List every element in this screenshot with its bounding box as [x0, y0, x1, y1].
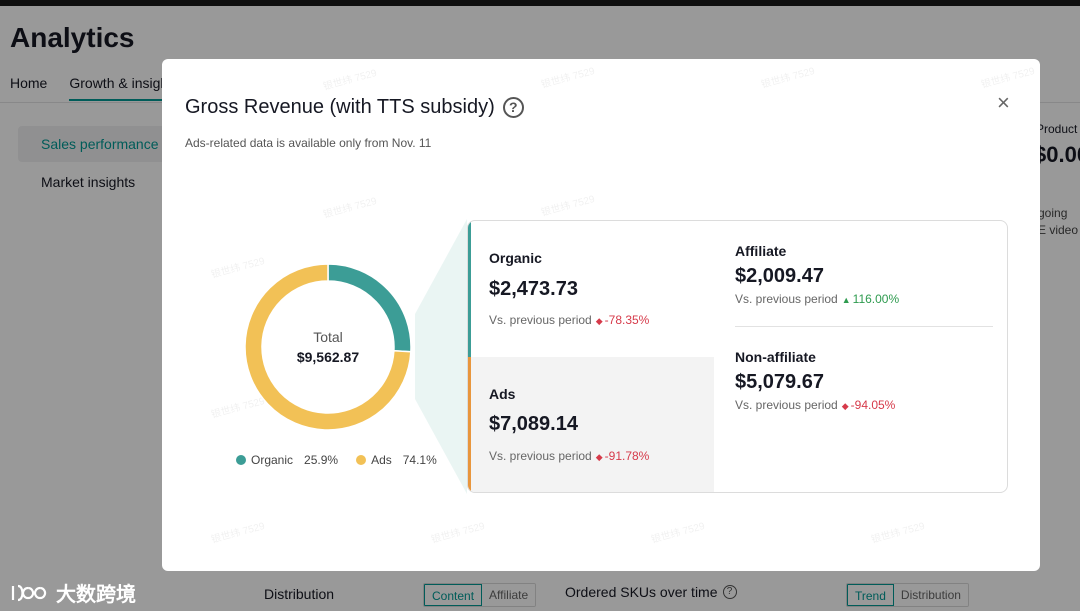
watermark: 银世纬 7529: [650, 520, 707, 546]
donut-total-value: $9,562.87: [296, 349, 360, 365]
organic-value: $2,473.73: [489, 278, 578, 300]
arrow-up-icon: ▲: [841, 295, 851, 305]
watermark: 银世纬 7529: [980, 65, 1037, 91]
donut-slice-ads[interactable]: [245, 264, 411, 430]
product-value: $0.00: [1034, 142, 1080, 167]
question-icon[interactable]: ?: [502, 97, 524, 118]
distribution-toggle-button[interactable]: Distribution: [893, 584, 968, 606]
sidebar: Sales performance Market insights: [18, 126, 178, 202]
help-icon[interactable]: ?: [722, 585, 737, 599]
non-affiliate-vs: Vs. previous period ◆ -94.05%: [735, 398, 895, 412]
affiliate-vs-label: Vs. previous period: [735, 292, 838, 306]
watermark: 银世纬 7529: [430, 520, 487, 546]
legend-item-organic[interactable]: Organic 25.9%: [236, 453, 338, 467]
legend-dot-ads: [356, 455, 367, 465]
watermark: 银世纬 7529: [540, 193, 597, 219]
trend-toggle-button[interactable]: Trend: [847, 584, 894, 606]
legend-label-ads: Ads: [371, 453, 392, 467]
arrow-down-icon: ◆: [595, 452, 603, 462]
chart-legend: Organic 25.9% Ads 74.1%: [236, 453, 437, 467]
revenue-breakdown-panel: Organic $2,473.73 Vs. previous period ◆ -7…: [467, 220, 1008, 493]
legend-label-organic: Organic: [251, 453, 294, 467]
gross-revenue-modal: Gross Revenue (with TTS subsidy) ? × Ads…: [162, 59, 1040, 571]
distribution-title: Distribution: [264, 586, 335, 602]
modal-title: Gross Revenue (with TTS subsidy) ?: [185, 96, 524, 119]
distribution-toggle: Content Affiliate: [423, 583, 537, 607]
ordered-skus-title: Ordered SKUs over time ?: [565, 584, 737, 600]
revenue-donut-chart: [245, 264, 411, 430]
affiliate-value: $2,009.47: [735, 265, 824, 287]
legend-dot-organic: [236, 455, 246, 465]
tab-home[interactable]: Home: [10, 75, 48, 91]
organic-vs-label: Vs. previous period: [489, 313, 592, 327]
legend-item-ads[interactable]: Ads 74.1%: [356, 453, 437, 467]
close-icon[interactable]: ×: [997, 90, 1010, 115]
watermark: 银世纬 7529: [760, 65, 817, 91]
sidebar-item-market-insights[interactable]: Market insights: [41, 174, 136, 190]
ads-value: $7,089.14: [489, 413, 578, 435]
non-affiliate-value: $5,079.67: [735, 371, 824, 393]
watermark: 银世纬 7529: [210, 520, 267, 546]
peek-text-1: going: [1038, 206, 1068, 220]
tab-growth-insights[interactable]: Growth & insights: [69, 75, 180, 101]
chart-connector: [415, 219, 467, 494]
arrow-down-icon: ◆: [841, 401, 849, 411]
affiliate-vs: Vs. previous period ▲ 116.00%: [735, 292, 899, 306]
arrow-down-icon: ◆: [595, 316, 603, 326]
ads-vs: Vs. previous period ◆ -91.78%: [489, 449, 649, 463]
ads-name: Ads: [489, 386, 516, 402]
sidebar-item-sales-performance[interactable]: Sales performance: [18, 126, 178, 162]
brand-logo-icon: [11, 584, 47, 601]
brand-text: 大数跨境: [56, 584, 136, 606]
non-affiliate-name: Non-affiliate: [735, 349, 816, 365]
modal-title-text: Gross Revenue (with TTS subsidy): [185, 96, 495, 118]
organic-card[interactable]: Organic $2,473.73 Vs. previous period ◆ -7…: [468, 221, 714, 357]
non-affiliate-vs-label: Vs. previous period: [735, 398, 838, 412]
affiliate-change: 116.00%: [852, 292, 900, 306]
organic-change: -78.35%: [604, 313, 650, 327]
watermark: 银世纬 7529: [870, 520, 927, 546]
top-tabs: Home Growth & insights: [10, 75, 180, 101]
watermark: 银世纬 7529: [322, 67, 379, 93]
peek-text-2: E video: [1038, 223, 1079, 237]
watermark: 银世纬 7529: [322, 195, 379, 221]
brand-watermark: 大数跨境: [10, 578, 136, 607]
ordered-skus-toggle: Trend Distribution: [846, 583, 969, 607]
ordered-skus-label: Ordered SKUs over time: [565, 584, 718, 600]
organic-name: Organic: [489, 250, 542, 266]
ads-change: -91.78%: [604, 449, 650, 463]
ads-vs-label: Vs. previous period: [489, 449, 592, 463]
breakdown-divider: [735, 326, 993, 327]
legend-pct-ads: 74.1%: [402, 453, 437, 467]
modal-subtitle: Ads-related data is available only from …: [185, 136, 432, 150]
organic-vs: Vs. previous period ◆ -78.35%: [489, 313, 649, 327]
top-bar: [0, 0, 1080, 6]
content-toggle-button[interactable]: Content: [424, 584, 483, 606]
page-title: Analytics: [10, 22, 135, 53]
product-label: Product: [1036, 122, 1078, 136]
non-affiliate-change: -94.05%: [850, 398, 896, 412]
watermark: 银世纬 7529: [540, 65, 597, 91]
affiliate-toggle-button[interactable]: Affiliate: [482, 584, 536, 606]
legend-pct-organic: 25.9%: [304, 453, 339, 467]
affiliate-name: Affiliate: [735, 243, 787, 259]
donut-total-label: Total: [313, 329, 343, 345]
ads-card[interactable]: Ads $7,089.14 Vs. previous period ◆ -91.78…: [468, 357, 714, 492]
